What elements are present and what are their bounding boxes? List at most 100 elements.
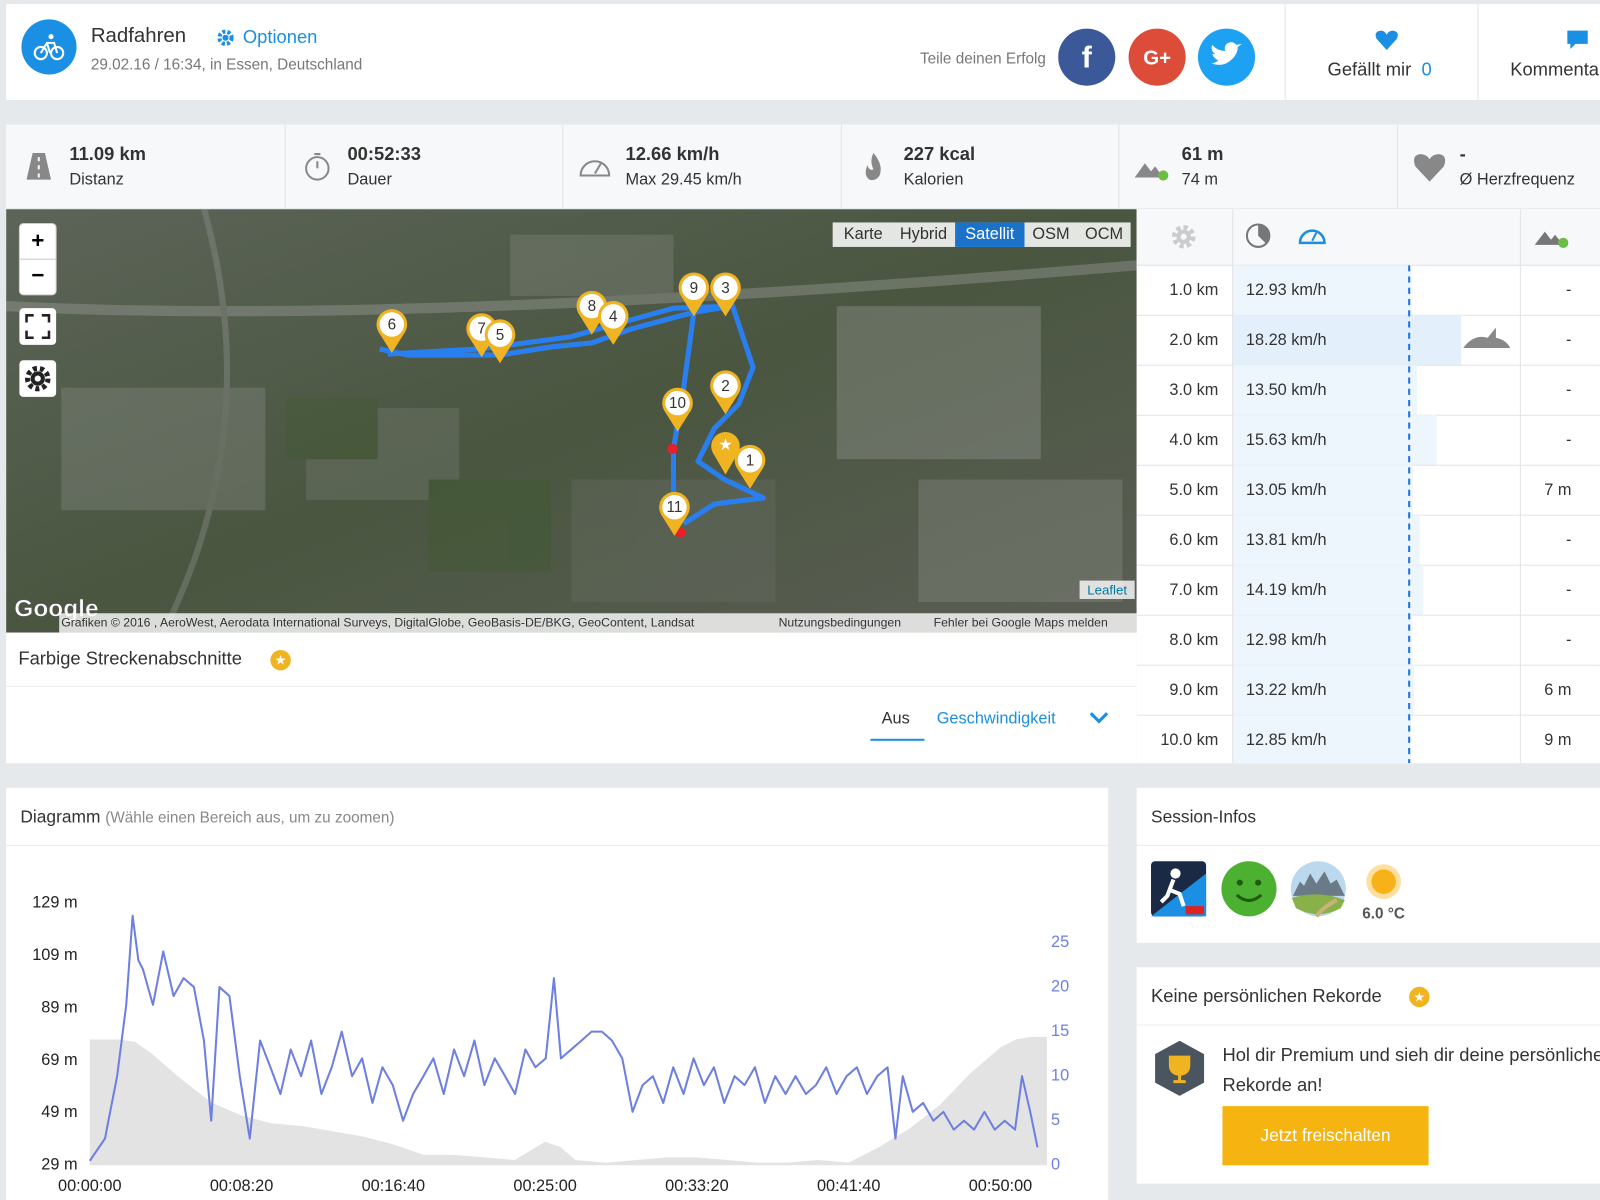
- marker-label: 7: [477, 321, 486, 338]
- unlock-button[interactable]: Jetzt freischalten: [1222, 1106, 1429, 1166]
- split-distance: 2.0 km: [1169, 331, 1218, 349]
- y2-tick-label: 20: [1051, 977, 1069, 995]
- km-marker[interactable]: 10: [662, 387, 693, 432]
- comment-button[interactable]: Kommentare: [1479, 4, 1600, 100]
- y2-tick-label: 15: [1051, 1022, 1069, 1040]
- settings-button[interactable]: [19, 360, 57, 397]
- y2-tick-label: 0: [1051, 1156, 1060, 1174]
- svg-text:G+: G+: [1143, 48, 1171, 70]
- stat-label: Max 29.45 km/h: [625, 171, 742, 189]
- like-count: 0: [1421, 59, 1432, 80]
- km-marker[interactable]: 1: [734, 444, 766, 489]
- segments-speed[interactable]: Geschwindigkeit: [936, 710, 1056, 728]
- activity-title: Radfahren: [90, 24, 187, 47]
- km-marker[interactable]: 2: [710, 370, 741, 415]
- zoom-out[interactable]: −: [31, 262, 44, 287]
- terms-link[interactable]: Nutzungsbedingungen: [779, 616, 902, 630]
- options-icon[interactable]: [214, 27, 236, 49]
- dropdown-chevron[interactable]: [1088, 710, 1110, 726]
- svg-text:★: ★: [718, 436, 733, 454]
- x-tick-label: 00:41:40: [817, 1177, 881, 1195]
- options-link[interactable]: Optionen: [242, 26, 318, 47]
- premium-star: ★: [1409, 986, 1430, 1008]
- attribution: Grafiken © 2016 , AeroWest, Aerodata Int…: [61, 616, 695, 630]
- twitter-button[interactable]: [1197, 28, 1256, 86]
- marker-face: [662, 494, 687, 520]
- header: Radfahren Optionen 29.02.16 / 16:34, in …: [6, 4, 1600, 100]
- km-marker[interactable]: 6: [376, 309, 408, 354]
- km-marker[interactable]: 5: [484, 319, 516, 364]
- layer-button[interactable]: OCM: [1085, 225, 1123, 243]
- speed-line: [88, 914, 1039, 1162]
- split-speed: 12.93 km/h: [1246, 281, 1327, 299]
- km-marker[interactable]: 8: [576, 290, 608, 335]
- y-tick-label: 129 m: [32, 894, 77, 912]
- svg-text:★: ★: [275, 653, 287, 668]
- split-speed: 14.19 km/h: [1246, 581, 1327, 599]
- like-button[interactable]: Gefällt mir 0: [1286, 4, 1478, 100]
- divider: [284, 124, 286, 209]
- tab-elevation[interactable]: [1534, 231, 1569, 248]
- split-distance: 10.0 km: [1160, 731, 1218, 749]
- split-elevation: -: [1566, 531, 1571, 549]
- divider: [562, 124, 564, 209]
- googleplus-button[interactable]: G+: [1128, 28, 1186, 86]
- split-speed: 13.22 km/h: [1246, 681, 1327, 699]
- km-marker[interactable]: 3: [710, 272, 741, 317]
- stat-icon: [579, 160, 611, 177]
- tab-speed[interactable]: [1298, 229, 1326, 245]
- layer-button[interactable]: Satellit: [965, 225, 1014, 243]
- marker-face: [601, 304, 626, 329]
- active-tab: [870, 738, 925, 741]
- report-link[interactable]: Fehler bei Google Maps melden: [934, 616, 1108, 630]
- km-marker[interactable]: 11: [659, 491, 690, 536]
- stat-value: 61 m: [1181, 143, 1224, 165]
- tab-pace[interactable]: [1245, 223, 1271, 248]
- route-point: [667, 443, 678, 455]
- y-tick-label: 29 m: [41, 1156, 77, 1174]
- marker-face: [487, 322, 513, 347]
- layer-button[interactable]: Hybrid: [900, 225, 947, 243]
- diagram-title: Diagramm: [20, 807, 101, 827]
- split-distance: 1.0 km: [1169, 281, 1218, 299]
- x-tick-label: 00:33:20: [665, 1177, 728, 1195]
- zoom-in[interactable]: +: [31, 228, 44, 253]
- diagram-chart[interactable]: 29 m 49 m 69 m 89 m 109 m 129 m 0 5 10 15 20 25 00:0…: [6, 847, 1108, 1200]
- stat-value: 00:52:33: [347, 143, 421, 165]
- facebook-button[interactable]: f: [1058, 28, 1116, 86]
- temperature: 6.0 °C: [1362, 905, 1405, 923]
- layer-button[interactable]: Karte: [844, 225, 883, 243]
- split-elevation: 9 m: [1544, 731, 1571, 749]
- y2-tick-label: 10: [1051, 1066, 1069, 1084]
- route-point: [675, 527, 686, 538]
- y-tick-label: 89 m: [41, 998, 77, 1016]
- satellite-image: [6, 209, 1137, 633]
- start-marker[interactable]: ★: [711, 431, 740, 475]
- fullscreen-button[interactable]: [19, 308, 57, 345]
- marker-label: 1: [746, 452, 755, 469]
- stat-icon: [1134, 163, 1169, 181]
- stat-value: -: [1459, 143, 1466, 165]
- layer-button[interactable]: OSM: [1032, 225, 1069, 243]
- speed-bar: [1232, 715, 1411, 764]
- y-tick-label: 109 m: [32, 946, 77, 964]
- marker-label: 8: [588, 298, 597, 315]
- split-elevation: -: [1566, 431, 1571, 449]
- marker-label: 6: [388, 317, 397, 334]
- speed-bar: [1232, 465, 1413, 516]
- diagram-subtitle: (Wähle einen Bereich aus, um zu zoomen): [105, 809, 395, 827]
- marker-label: 3: [721, 280, 730, 297]
- split-elevation: 6 m: [1544, 681, 1571, 699]
- split-elevation: 7 m: [1544, 481, 1571, 499]
- speed-bar: [1232, 615, 1413, 666]
- km-marker[interactable]: 4: [597, 301, 629, 345]
- segments-panel: Farbige Streckenabschnitte ★ Aus Geschwi…: [6, 632, 1137, 764]
- marker-label: 11: [667, 499, 683, 516]
- segments-off[interactable]: Aus: [881, 710, 910, 728]
- leaflet-link[interactable]: Leaflet: [1087, 582, 1127, 597]
- tab-settings[interactable]: [1171, 224, 1196, 249]
- km-marker[interactable]: 9: [678, 272, 710, 317]
- stat-label: Ø Herzfrequenz: [1459, 171, 1575, 189]
